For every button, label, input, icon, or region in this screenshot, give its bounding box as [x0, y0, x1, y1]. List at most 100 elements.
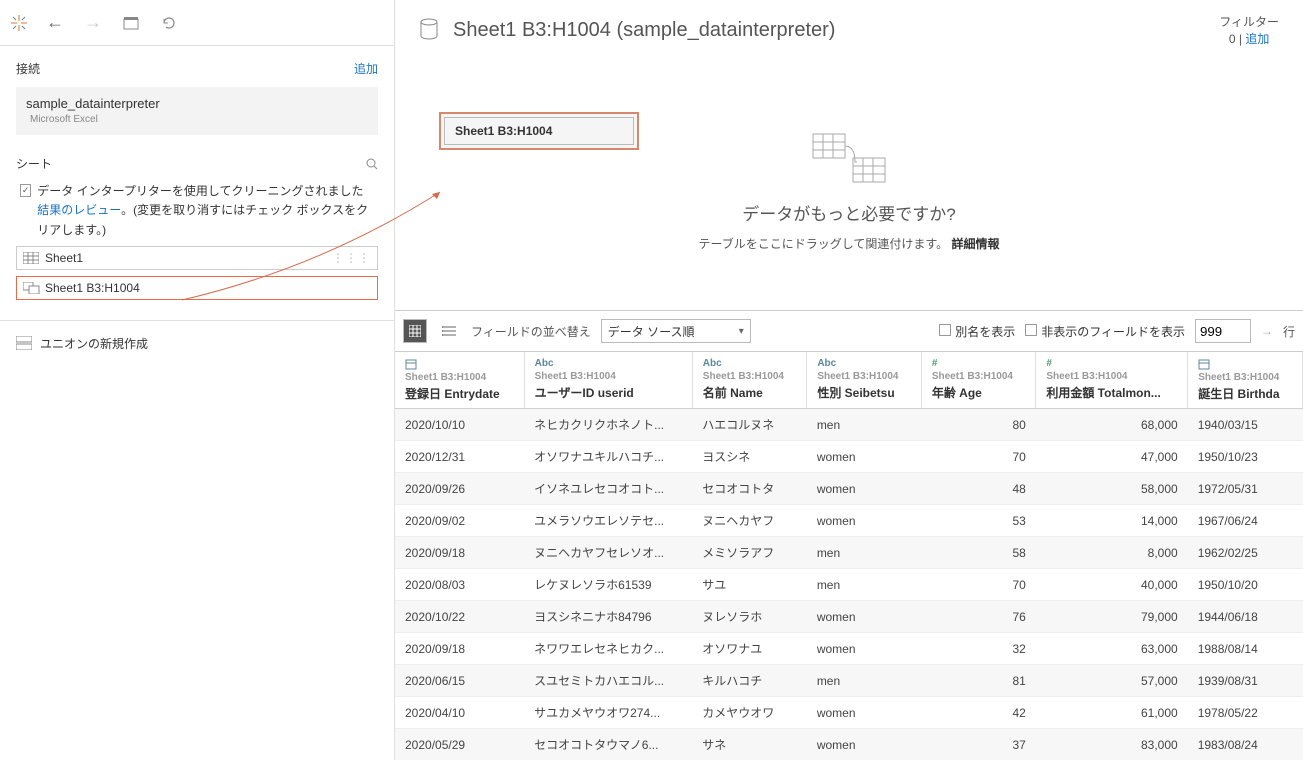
connection-type: Microsoft Excel [26, 113, 368, 127]
table-row[interactable]: 2020/05/29セコオコトタウマノ6...サネwomen3783,00019… [395, 729, 1303, 760]
sheet-name: Sheet1 [45, 251, 83, 265]
table-cell: セコオコトタウマノ6... [524, 729, 692, 760]
table-cell: 1950/10/20 [1188, 569, 1303, 601]
sheet-name: Sheet1 B3:H1004 [45, 281, 140, 295]
filter-label: フィルター [1219, 13, 1279, 30]
review-results-link[interactable]: 結果のレビュー [37, 203, 121, 217]
new-union[interactable]: ユニオンの新規作成 [0, 320, 394, 366]
table-cell: 70 [921, 441, 1036, 473]
table-cell: 58,000 [1036, 473, 1188, 505]
table-cell: 76 [921, 601, 1036, 633]
table-cell: 1944/06/18 [1188, 601, 1303, 633]
column-header[interactable]: Sheet1 B3:H1004登録日 Entrydate [395, 352, 524, 409]
table-row[interactable]: 2020/06/15スユセミトカハエコル...キルハコチmen8157,0001… [395, 665, 1303, 697]
table-row[interactable]: 2020/09/02ユメラソウエレソテセ...ヌニヘカヤフwomen5314,0… [395, 505, 1303, 537]
save-icon[interactable] [120, 12, 142, 34]
data-grid[interactable]: Sheet1 B3:H1004登録日 EntrydateAbcSheet1 B3… [395, 352, 1303, 760]
connection-item[interactable]: sample_datainterpreter Microsoft Excel [16, 87, 378, 135]
table-cell: 8,000 [1036, 537, 1188, 569]
back-button[interactable]: ← [44, 12, 66, 34]
table-row[interactable]: 2020/08/03レケヌレソラホ61539サユmen7040,0001950/… [395, 569, 1303, 601]
table-cell: 58 [921, 537, 1036, 569]
table-cell: 70 [921, 569, 1036, 601]
table-cell: 2020/10/22 [395, 601, 524, 633]
column-header[interactable]: AbcSheet1 B3:H1004ユーザーID userid [524, 352, 692, 409]
table-cell: 1988/08/14 [1188, 633, 1303, 665]
table-row[interactable]: 2020/12/31オソワナユキルハコチ...ヨスシネwomen7047,000… [395, 441, 1303, 473]
table-cell: men [807, 409, 922, 441]
drag-handle-icon[interactable]: ⋮⋮⋮ [332, 251, 371, 265]
row-count-input[interactable] [1195, 319, 1251, 343]
search-icon[interactable] [366, 158, 378, 170]
page-title: Sheet1 B3:H1004 (sample_datainterpreter) [453, 19, 835, 42]
column-header[interactable]: #Sheet1 B3:H1004年齢 Age [921, 352, 1036, 409]
add-filter-link[interactable]: 追加 [1245, 32, 1269, 46]
column-header[interactable]: #Sheet1 B3:H1004利用金額 Totalmon... [1036, 352, 1188, 409]
table-cell: オソワナユキルハコチ... [524, 441, 692, 473]
table-cell: ユメラソウエレソテセ... [524, 505, 692, 537]
table-cell: 81 [921, 665, 1036, 697]
table-cell: 37 [921, 729, 1036, 760]
table-cell: オソワナユ [692, 633, 807, 665]
list-view-button[interactable] [437, 319, 461, 343]
table-cell: women [807, 473, 922, 505]
table-row[interactable]: 2020/09/18ヌニヘカヤフセレソオ...メミソラアフmen588,0001… [395, 537, 1303, 569]
table-row[interactable]: 2020/09/18ネワワエレセネヒカク...オソワナユwomen3263,00… [395, 633, 1303, 665]
table-cell: 80 [921, 409, 1036, 441]
table-cell: ネヒカクリクホネノト... [524, 409, 692, 441]
grid-toolbar: フィールドの並べ替え データ ソース順 別名を表示 非表示のフィールドを表示 →… [395, 310, 1303, 352]
more-info-link[interactable]: 詳細情報 [952, 237, 1000, 251]
sheet-item-1[interactable]: Sheet1 ⋮⋮⋮ [16, 246, 378, 270]
table-cell: 1940/03/15 [1188, 409, 1303, 441]
table-cell: women [807, 441, 922, 473]
table-cell: 2020/06/15 [395, 665, 524, 697]
grid-view-button[interactable] [403, 319, 427, 343]
table-cell: 57,000 [1036, 665, 1188, 697]
table-cell: 1950/10/23 [1188, 441, 1303, 473]
table-cell: 83,000 [1036, 729, 1188, 760]
table-cell: ヌニヘカヤフ [692, 505, 807, 537]
canvas-table-pill[interactable]: Sheet1 B3:H1004 [439, 112, 639, 150]
table-cell: 2020/08/03 [395, 569, 524, 601]
table-cell: 2020/04/10 [395, 697, 524, 729]
table-cell: キルハコチ [692, 665, 807, 697]
data-interpreter-checkbox[interactable]: ✓ データ インタープリターを使用してクリーニングされました 結果のレビュー。(… [20, 182, 374, 240]
refresh-icon[interactable] [158, 12, 180, 34]
arrow-right-icon[interactable]: → [1261, 324, 1273, 338]
column-header[interactable]: AbcSheet1 B3:H1004名前 Name [692, 352, 807, 409]
table-cell: ヨスシネ [692, 441, 807, 473]
table-row[interactable]: 2020/10/22ヨスシネニナホ84796ヌレソラホwomen7679,000… [395, 601, 1303, 633]
table-cell: women [807, 601, 922, 633]
table-cell: 2020/05/29 [395, 729, 524, 760]
sort-select[interactable]: データ ソース順 [601, 319, 751, 343]
show-alias-checkbox[interactable]: 別名を表示 [939, 323, 1015, 340]
checkbox-icon[interactable]: ✓ [20, 184, 31, 197]
table-cell: 1972/05/31 [1188, 473, 1303, 505]
connection-label: 接続 [16, 60, 40, 77]
table-cell: 61,000 [1036, 697, 1188, 729]
table-cell: レケヌレソラホ61539 [524, 569, 692, 601]
table-row[interactable]: 2020/10/10ネヒカクリクホネノト...ハエコルヌネmen8068,000… [395, 409, 1303, 441]
forward-button[interactable]: → [82, 12, 104, 34]
add-connection-link[interactable]: 追加 [354, 60, 378, 77]
union-label: ユニオンの新規作成 [40, 335, 148, 352]
table-cell: women [807, 697, 922, 729]
table-cell: 53 [921, 505, 1036, 537]
join-canvas[interactable]: Sheet1 B3:H1004 データがもっと必要ですか? テーブルをここにドラ… [395, 60, 1303, 310]
table-row[interactable]: 2020/04/10サユカメヤウオワ274...カメヤウオワwomen4261,… [395, 697, 1303, 729]
table-row[interactable]: 2020/09/26イソネユレセコオコト...セコオコトタwomen4858,0… [395, 473, 1303, 505]
table-cell: 2020/09/18 [395, 633, 524, 665]
column-header[interactable]: AbcSheet1 B3:H1004性別 Seibetsu [807, 352, 922, 409]
table-cell: women [807, 633, 922, 665]
show-hidden-checkbox[interactable]: 非表示のフィールドを表示 [1025, 323, 1185, 340]
column-header[interactable]: Sheet1 B3:H1004誕生日 Birthda [1188, 352, 1303, 409]
table-cell: 2020/10/10 [395, 409, 524, 441]
sheets-label: シート [16, 155, 52, 172]
sheet-item-2[interactable]: Sheet1 B3:H1004 [16, 276, 378, 300]
filter-count: 0 [1229, 32, 1236, 46]
table-cell: 2020/09/18 [395, 537, 524, 569]
table-cell: サユカメヤウオワ274... [524, 697, 692, 729]
sheets-header: シート [16, 155, 378, 172]
tableau-logo-icon [10, 14, 28, 32]
table-cell: men [807, 537, 922, 569]
